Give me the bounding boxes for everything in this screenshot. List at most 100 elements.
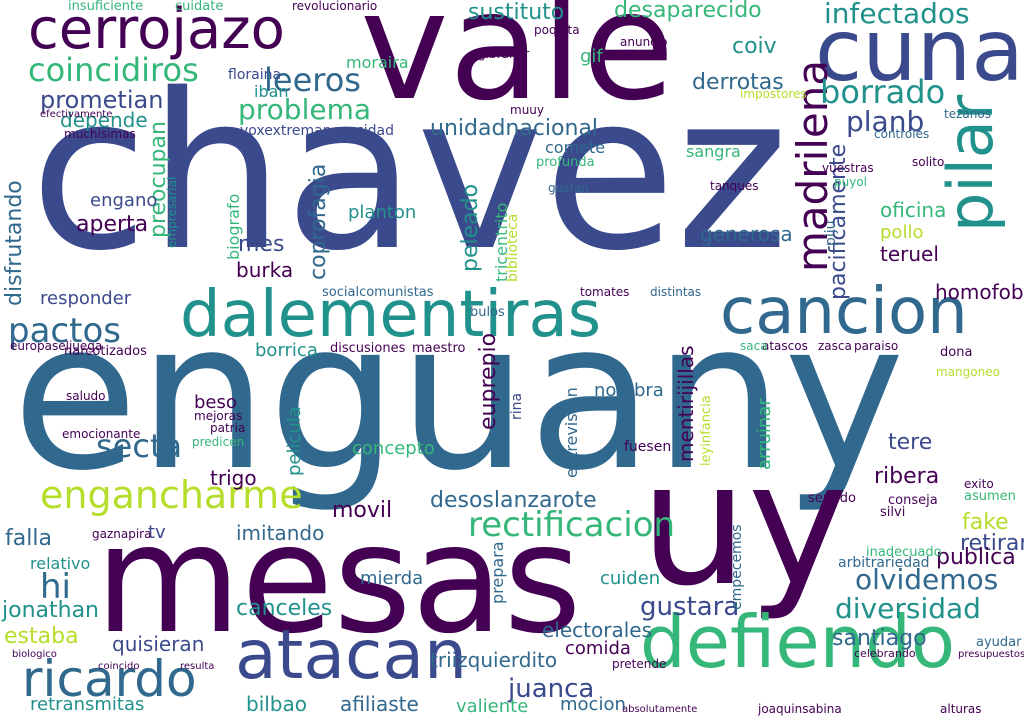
word-solito: solito [912, 155, 945, 169]
word-peleado: peleado [458, 183, 483, 272]
word-resulta: resulta [180, 661, 215, 672]
word-electorales: electorales [542, 618, 652, 642]
word-exito: exito [964, 477, 994, 491]
word-narcotizados: narcotizados [64, 344, 147, 359]
word-efectivamente: efectivamente [40, 109, 113, 120]
word-cancion: cancion [720, 275, 968, 349]
word-borrado: borrado [820, 73, 946, 111]
word-disfrutando: disfrutando [2, 180, 27, 306]
word-uy: uy [640, 426, 849, 624]
word-insuficiente: insuficiente [68, 0, 144, 14]
word-conseja: conseja [888, 493, 938, 508]
word-muuy: muuy [510, 103, 545, 117]
word-patria: patria [210, 421, 246, 435]
word-profunda: profunda [536, 155, 595, 170]
word-falla: falla [5, 526, 52, 551]
word-rina: rina [509, 392, 525, 420]
word-alturas: alturas [940, 702, 982, 716]
word-defiendo: defiendo [640, 600, 956, 684]
word-aperta: aperta [76, 212, 149, 237]
word-mesas: mesas [95, 493, 582, 667]
word-homofobo: homofobo [935, 280, 1024, 304]
word-movil: movil [332, 498, 393, 523]
word-distintas: distintas [650, 285, 702, 299]
word-enguany: enguany [12, 278, 905, 516]
word-comete: comete [545, 138, 606, 157]
word-santiago: santiago [832, 626, 927, 651]
word-chavez: chavez [30, 47, 789, 298]
word-mejoras: mejoras [194, 409, 243, 423]
word-mocion: mocion [560, 694, 626, 715]
word-vuestras: vuestras [822, 161, 874, 175]
word-celebrando: celebrando [854, 647, 916, 660]
word-pactos: pactos [8, 311, 121, 351]
word-nombra: nombra [594, 380, 664, 401]
word-pollo: pollo [880, 222, 924, 243]
word-paraiso: paraiso [854, 339, 899, 353]
word-borrica: borrica [255, 340, 318, 361]
word-olvidemos: olvidemos [855, 563, 999, 596]
word-planb: planb [846, 105, 925, 138]
word-maestro: maestro [412, 341, 466, 356]
word-comida: comida [565, 638, 631, 659]
word-leeros: leeros [264, 61, 361, 99]
word-valiente: valiente [456, 696, 529, 717]
word-impostores: impostores [740, 87, 807, 101]
word-biologico: biologico [12, 649, 57, 660]
word-gustara: gustara [640, 592, 740, 622]
word-vale: vale [360, 0, 675, 134]
word-bulos: bulos [470, 305, 505, 320]
word-hi: hi [40, 567, 71, 607]
word-rectificacion: rectificacion [468, 505, 676, 545]
word-predicen: predicen [192, 435, 245, 449]
word-coincido: coincido [98, 661, 140, 672]
word-quisieran: quisieran [112, 632, 205, 656]
word-cuidate: cuidate [175, 0, 224, 14]
word-diversidad: diversidad [835, 592, 981, 625]
word-imitando: imitando [236, 521, 325, 545]
word-presupuestos: presupuestos [958, 649, 1024, 660]
word-canceles: canceles [236, 596, 333, 621]
word-engancharme: engancharme [40, 473, 303, 517]
word-atascos: atascos [762, 339, 808, 353]
word-jonathan: jonathan [2, 598, 99, 623]
word-mentirijillas: mentirijillas [674, 345, 698, 462]
word-beso: beso [194, 392, 237, 413]
word-controles: controles [874, 127, 930, 141]
word-empresarial: empresarial [165, 176, 179, 248]
word-ribera: ribera [874, 464, 940, 489]
word-sangra: sangra [686, 142, 741, 161]
word-fake: fake [962, 510, 1009, 535]
word-arbitrariedad: arbitrariedad [838, 555, 930, 571]
word-tv: tv [148, 522, 166, 543]
word-desoslanzarote: desoslanzarote [430, 488, 597, 513]
word-cerrojazo: cerrojazo [28, 0, 285, 62]
word-concepto: concepto [352, 438, 435, 459]
word-entrevistan: entrevistan [562, 387, 581, 478]
word-afiliaste: afiliaste [340, 692, 419, 716]
word-fuesen: fuesen [624, 439, 672, 455]
word-asumen: asumen [964, 489, 1016, 504]
word-trigo: trigo [210, 466, 257, 490]
word-tanques: tanques [710, 179, 759, 193]
word-pretende: pretende [612, 657, 667, 671]
word-juanca: juanca [508, 674, 595, 704]
word-prometian: prometian [40, 86, 164, 114]
word-unidadnacional: unidadnacional [430, 116, 599, 141]
word-engano: engano [90, 190, 158, 211]
word-sentido: sentido [808, 491, 856, 506]
word-poquita: poquita [534, 23, 580, 37]
word-tomates: tomates [580, 285, 630, 299]
word-responder: responder [40, 288, 132, 309]
word-zasca: zasca [818, 339, 852, 353]
word-saca: saca [740, 339, 768, 353]
word-sustituto: sustituto [468, 0, 565, 25]
word-arruinar: arruinar [754, 398, 775, 470]
word-ricardo: ricardo [22, 650, 197, 708]
word-triizquierdito: triizquierdito [430, 648, 558, 672]
word-problema: problema [238, 93, 372, 126]
word-piju: piju [823, 220, 839, 246]
word-depende: depende [60, 108, 148, 132]
word-desaparecido: desaparecido [614, 0, 762, 23]
word-oficina: oficina [880, 198, 947, 222]
